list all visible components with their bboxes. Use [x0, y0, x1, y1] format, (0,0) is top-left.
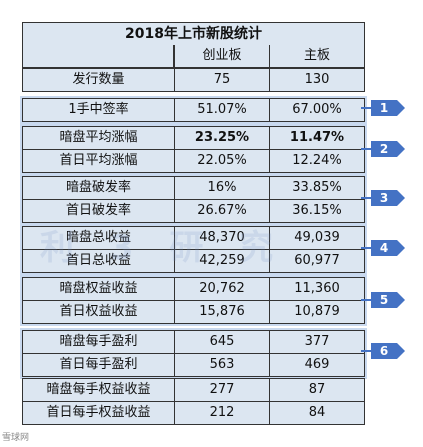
group-issuance: 发行数量 75 130	[22, 68, 365, 92]
badge-1: 1	[361, 100, 405, 116]
table-row: 首日每手盈利 563 469	[23, 353, 364, 376]
watermark: 利 3 研 究	[40, 228, 286, 268]
main-value: 377	[269, 331, 364, 353]
chinext-value: 22.05%	[174, 150, 269, 172]
main-value: 130	[269, 69, 364, 91]
row-label: 首日破发率	[65, 203, 131, 218]
source-footer: 雪球网	[2, 433, 30, 443]
main-value: 49,039	[269, 227, 364, 249]
main-value: 84	[269, 402, 364, 424]
row-label: 暗盘破发率	[65, 180, 131, 195]
chinext-value: 277	[174, 379, 269, 401]
row-label: 暗盘每手权益收益	[46, 382, 151, 397]
chinext-value: 16%	[174, 177, 269, 199]
group-4: 暗盘总收益 48,370 49,039 首日总收益 42,259 60,977	[22, 226, 365, 273]
chinext-value: 75	[174, 69, 269, 91]
row-label: 暗盘权益收益	[59, 281, 138, 296]
badge-6: 6	[361, 343, 405, 359]
table-row: 暗盘每手盈利 645 377	[23, 331, 364, 353]
chinext-value: 48,370	[174, 227, 269, 249]
header-main-board: 主板	[269, 45, 365, 68]
main-value: 33.85%	[269, 177, 364, 199]
row-label: 暗盘总收益	[65, 230, 131, 245]
table-row: 发行数量 75 130	[23, 69, 364, 91]
row-label: 暗盘平均涨幅	[59, 130, 138, 145]
main-value: 10,879	[269, 301, 364, 323]
header-corner	[22, 45, 174, 68]
group-6: 暗盘每手盈利 645 377 首日每手盈利 563 469	[22, 330, 365, 377]
chinext-value: 51.07%	[174, 99, 269, 121]
chinext-value: 15,876	[174, 301, 269, 323]
group-2: 暗盘平均涨幅 23.25% 11.47% 首日平均涨幅 22.05% 12.24…	[22, 126, 365, 173]
main-value: 11,360	[269, 278, 364, 300]
main-value: 12.24%	[269, 150, 364, 172]
table-row: 首日总收益 42,259 60,977	[23, 249, 364, 272]
table-row: 首日权益收益 15,876 10,879	[23, 300, 364, 323]
main-value: 60,977	[269, 250, 364, 272]
table-title: 2018年上市新股统计	[22, 22, 365, 46]
row-label: 首日每手盈利	[59, 357, 138, 372]
table-row: 暗盘权益收益 20,762 11,360	[23, 278, 364, 300]
group-3: 暗盘破发率 16% 33.85% 首日破发率 26.67% 36.15%	[22, 176, 365, 223]
chinext-value: 645	[174, 331, 269, 353]
badge-3: 3	[361, 190, 405, 206]
table-row: 首日破发率 26.67% 36.15%	[23, 199, 364, 222]
chinext-value: 26.67%	[174, 200, 269, 222]
table-row: 1手中签率 51.07% 67.00%	[23, 99, 364, 121]
table-row: 首日每手权益收益 212 84	[23, 401, 364, 424]
group-1: 1手中签率 51.07% 67.00%	[22, 98, 365, 122]
main-value: 469	[269, 354, 364, 376]
main-value: 11.47%	[269, 127, 364, 149]
table-row: 暗盘平均涨幅 23.25% 11.47%	[23, 127, 364, 149]
group-5: 暗盘权益收益 20,762 11,360 首日权益收益 15,876 10,87…	[22, 277, 365, 324]
main-value: 36.15%	[269, 200, 364, 222]
row-label: 首日平均涨幅	[59, 153, 138, 168]
row-label: 首日权益收益	[59, 304, 138, 319]
table-row: 暗盘破发率 16% 33.85%	[23, 177, 364, 199]
main-value: 87	[269, 379, 364, 401]
badge-2: 2	[361, 141, 405, 157]
badge-5: 5	[361, 292, 405, 308]
table-row: 首日平均涨幅 22.05% 12.24%	[23, 149, 364, 172]
chinext-value: 212	[174, 402, 269, 424]
chinext-value: 42,259	[174, 250, 269, 272]
row-label: 1手中签率	[68, 102, 129, 117]
badge-4: 4	[361, 240, 405, 256]
row-label: 暗盘每手盈利	[59, 334, 138, 349]
main-value: 67.00%	[269, 99, 364, 121]
chinext-value: 20,762	[174, 278, 269, 300]
row-label: 发行数量	[72, 72, 125, 87]
row-label: 首日每手权益收益	[46, 405, 151, 420]
group-per-lot-equity: 暗盘每手权益收益 277 87 首日每手权益收益 212 84	[22, 378, 365, 425]
row-label: 首日总收益	[65, 253, 131, 268]
chinext-value: 23.25%	[174, 127, 269, 149]
table-row: 暗盘每手权益收益 277 87	[23, 379, 364, 401]
chinext-value: 563	[174, 354, 269, 376]
header-chinext: 创业板	[174, 45, 270, 68]
table-row: 暗盘总收益 48,370 49,039	[23, 227, 364, 249]
